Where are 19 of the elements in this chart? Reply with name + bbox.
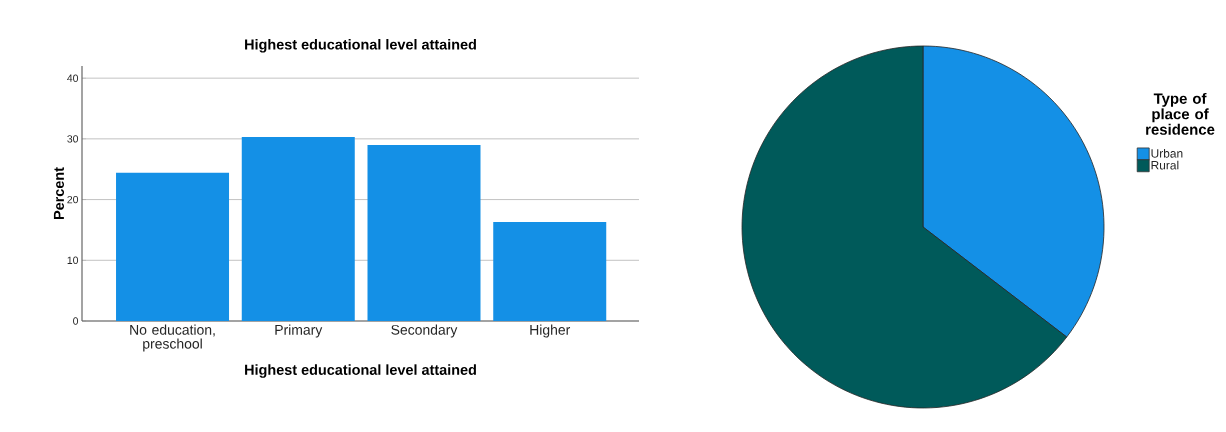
y-tick-label: 0 [73,317,79,325]
legend-title: Type of place of residence [1146,92,1215,135]
bar [367,144,481,321]
bar [116,172,230,321]
x-tick-label: Secondary [391,324,458,338]
y-tick-label: 10 [67,256,79,264]
y-tick-label: 20 [67,195,79,204]
x-tick-label: Higher [530,324,571,338]
x-axis-title: Highest educational level attained [245,364,476,378]
y-axis-title: Percent [53,167,64,220]
y-tick-label: 30 [67,135,79,143]
legend-label: Urban [1151,148,1183,158]
chart-title: Highest educational level attained [245,38,476,53]
x-tick-label: No education, preschool [130,324,215,352]
legend-label: Rural [1151,160,1179,170]
y-tick-label: 40 [67,74,79,82]
bar [241,137,355,321]
x-tick-label: Primary [275,324,323,338]
bar [493,222,607,321]
